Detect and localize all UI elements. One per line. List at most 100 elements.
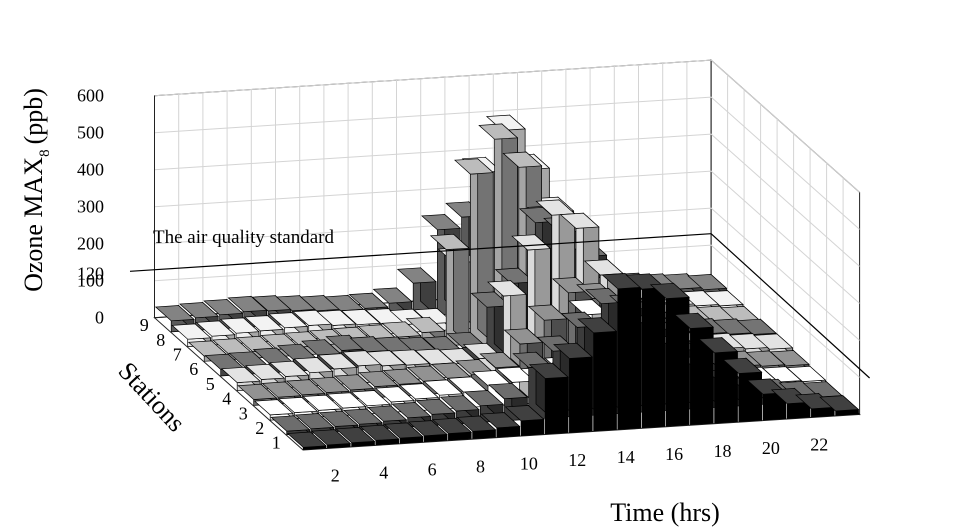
bar-top-face: [243, 315, 284, 332]
bar-side-face: [673, 282, 690, 426]
y-tick-label: 600: [77, 86, 104, 106]
bar-top-face: [245, 363, 286, 380]
bar-top-face: [502, 151, 543, 168]
bar-top-face: [318, 410, 359, 427]
bar-top-face: [527, 304, 568, 321]
x-tick-label: 22: [810, 435, 828, 455]
bar-top-face: [786, 365, 827, 382]
bar-top-face: [559, 212, 600, 229]
bar-top-face: [413, 308, 454, 325]
bar-top-face: [712, 318, 753, 335]
bar-top-face: [649, 282, 690, 299]
bar-top-face: [253, 399, 294, 416]
y-tick-label: 0: [95, 308, 104, 328]
air-quality-standard-line-right: [710, 233, 871, 379]
bar-top-face: [203, 299, 244, 316]
bar-top-face: [366, 350, 407, 367]
bar-top-face: [341, 350, 382, 367]
bar-top-face: [367, 405, 408, 422]
bar-top-face: [390, 349, 431, 366]
bar-top-face: [396, 267, 437, 284]
x-tick-label: 12: [568, 450, 586, 470]
bar-top-face: [405, 316, 446, 333]
chart-bars: [154, 114, 860, 450]
bar-top-face: [311, 429, 352, 446]
bar-top-face: [769, 350, 810, 367]
station-tick-label: 2: [255, 418, 264, 438]
bar-station-1-hour-13: [577, 316, 618, 432]
bar-top-face: [511, 234, 552, 251]
bar-top-face: [381, 321, 422, 338]
x-tick-label: 2: [331, 466, 340, 486]
bar-top-face: [358, 370, 399, 387]
bar-top-face: [432, 417, 473, 434]
bar-top-face: [342, 408, 383, 425]
bar-station-1-hour-14: [601, 272, 642, 430]
bar-side-face: [600, 316, 617, 431]
x-tick-label: 16: [665, 444, 683, 464]
y-tick-label: 400: [77, 160, 104, 180]
y-axis-title-unit: (ppb): [19, 88, 48, 144]
station-tick-label: 9: [140, 315, 149, 335]
y-tick-label: 120: [77, 263, 104, 283]
bar-top-face: [382, 368, 423, 385]
y-axis-title: Ozone MAX8 (ppb): [19, 88, 53, 292]
bar-top-face: [383, 422, 424, 439]
bar-top-face: [487, 280, 528, 297]
x-tick-label: 14: [617, 447, 635, 467]
bar-top-face: [261, 381, 302, 398]
x-tick-label: 10: [520, 453, 538, 473]
bar-top-face: [399, 383, 440, 400]
bar-top-face: [179, 302, 220, 319]
bar-top-face: [478, 123, 519, 140]
bar-top-face: [454, 158, 495, 175]
bar-top-face: [285, 379, 326, 396]
bar-top-face: [348, 292, 389, 309]
bar-top-face: [819, 395, 860, 412]
y-axis-title-main: Ozone MAX: [19, 157, 48, 292]
station-tick-label: 5: [206, 374, 215, 394]
station-axis-title: Stations: [113, 356, 191, 437]
bar-station-1-hour-4: [359, 424, 400, 446]
bar-top-face: [350, 390, 391, 407]
bar-station-1-hour-1: [286, 431, 327, 450]
bar-station-5-hour-23: [753, 333, 794, 357]
x-tick-label: 18: [714, 441, 732, 461]
x-tick-label: 8: [476, 456, 485, 476]
bar-top-face: [429, 233, 470, 250]
bar-top-face: [286, 431, 327, 448]
bar-top-face: [504, 405, 545, 422]
bar-top-face: [317, 353, 358, 370]
bar-top-face: [326, 392, 367, 409]
x-tick-label: 6: [428, 460, 437, 480]
bar-top-face: [729, 333, 770, 350]
bar-top-face: [251, 295, 292, 312]
bar-station-1-hour-8: [456, 415, 497, 440]
x-axis-title: Time (hrs): [610, 498, 720, 527]
bar-top-face: [316, 309, 357, 326]
bar-top-face: [268, 312, 309, 329]
x-axis-ticks: 2 4 6 8 10 12 14 16 18 20 22: [331, 435, 829, 486]
bar-top-face: [488, 383, 529, 400]
bar-top-face: [294, 413, 335, 430]
bar-top-face: [745, 350, 786, 367]
bar-top-face: [495, 366, 536, 383]
bar-top-face: [372, 287, 413, 304]
bar-top-face: [762, 366, 803, 383]
bar-top-face: [227, 296, 268, 313]
bar-top-face: [293, 357, 334, 374]
bar-top-face: [237, 383, 278, 400]
bar-station-1-hour-23: [819, 394, 860, 416]
bar-top-face: [154, 305, 195, 322]
bar-top-face: [171, 323, 212, 340]
station-tick-label: 4: [222, 389, 231, 409]
y-tick-label: 500: [77, 123, 104, 143]
bar-top-face: [269, 360, 310, 377]
bar-top-face: [300, 295, 341, 312]
bar-top-face: [359, 424, 400, 441]
bar-top-face: [270, 415, 311, 432]
bar-top-face: [577, 317, 618, 334]
bar-top-face: [479, 352, 520, 369]
bar-station-1-hour-3: [335, 426, 376, 447]
